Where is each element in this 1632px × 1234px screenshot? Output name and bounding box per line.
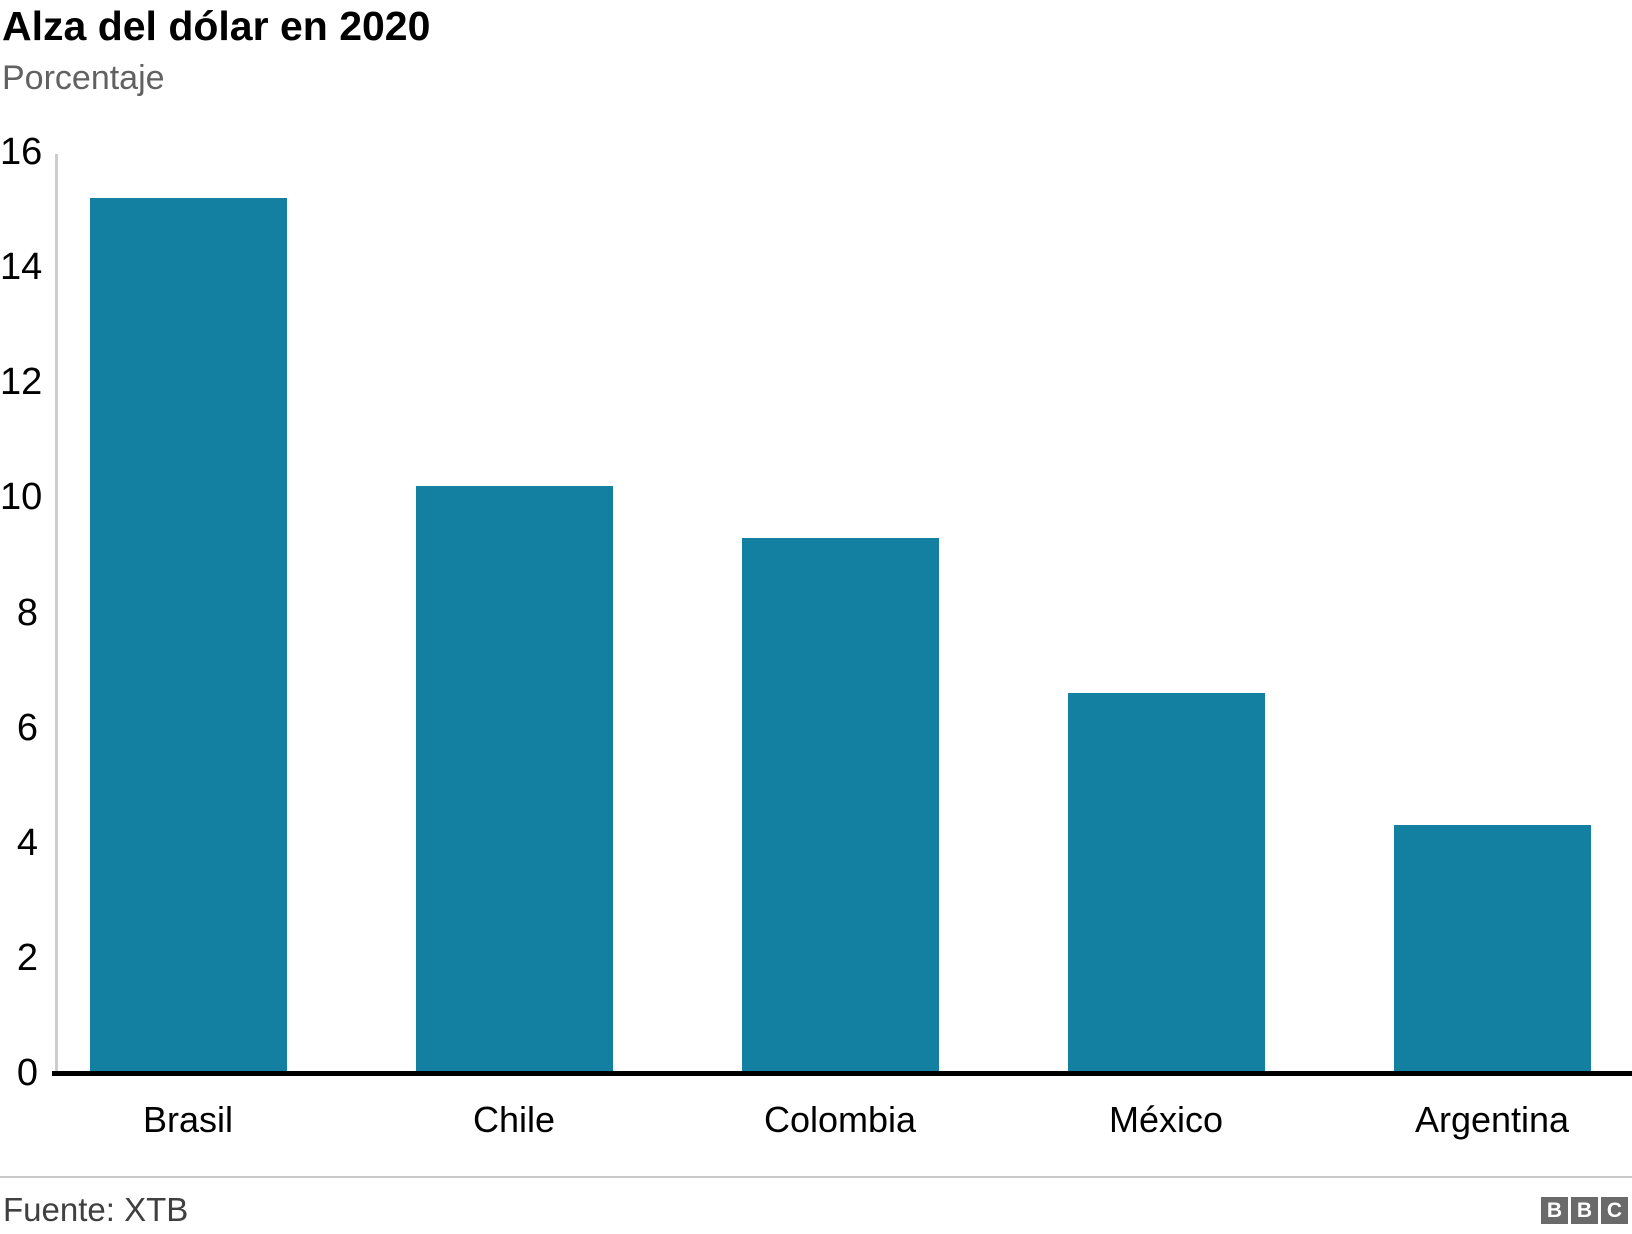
footer-divider: [0, 1176, 1632, 1178]
y-tick-label-14: 14: [0, 246, 43, 289]
y-tick-label-4: 4: [16, 821, 38, 864]
x-axis-baseline: [52, 1071, 1632, 1076]
x-label-argentina: Argentina: [1414, 1099, 1570, 1140]
x-label-chile: Chile: [472, 1099, 556, 1140]
bar-chile: [415, 486, 613, 1071]
y-tick-label-6: 6: [16, 706, 38, 749]
band-chile: [351, 0, 677, 1071]
y-tick-label-8: 8: [16, 591, 38, 634]
y-tick-label-2: 2: [16, 936, 38, 979]
chart-subtitle: Porcentaje: [2, 59, 165, 97]
y-tick-label-0: 0: [16, 1052, 38, 1094]
x-label-brasil: Brasil: [142, 1099, 234, 1140]
band-colombia: [677, 0, 1003, 1071]
band-argentina: [1329, 0, 1632, 1071]
source-label: Fuente: XTB: [3, 1191, 189, 1228]
bar-argentina: [1393, 825, 1591, 1071]
bar-brasil: [89, 198, 287, 1071]
x-axis-category-labels: Brasil Chile Colombia México Argentina: [25, 1098, 1632, 1142]
bbc-logo-letter-3: C: [1601, 1197, 1628, 1224]
x-label-colombia: Colombia: [763, 1099, 917, 1140]
y-tick-label-10: 10: [0, 476, 43, 519]
bbc-logo-letter-2: B: [1571, 1197, 1598, 1224]
y-tick-label-12: 12: [0, 361, 43, 404]
y-axis-line: [55, 154, 58, 1071]
bbc-logo-letter-1: B: [1541, 1197, 1568, 1224]
bar-colombia: [741, 538, 939, 1071]
chart-title: Alza del dólar en 2020: [2, 3, 431, 49]
bar-mexico: [1067, 693, 1265, 1071]
y-tick-label-16: 16: [0, 131, 43, 173]
plot-area: [25, 0, 1632, 1071]
band-brasil: [25, 0, 351, 1071]
x-label-mexico: México: [1108, 1099, 1224, 1140]
band-mexico: [1003, 0, 1329, 1071]
